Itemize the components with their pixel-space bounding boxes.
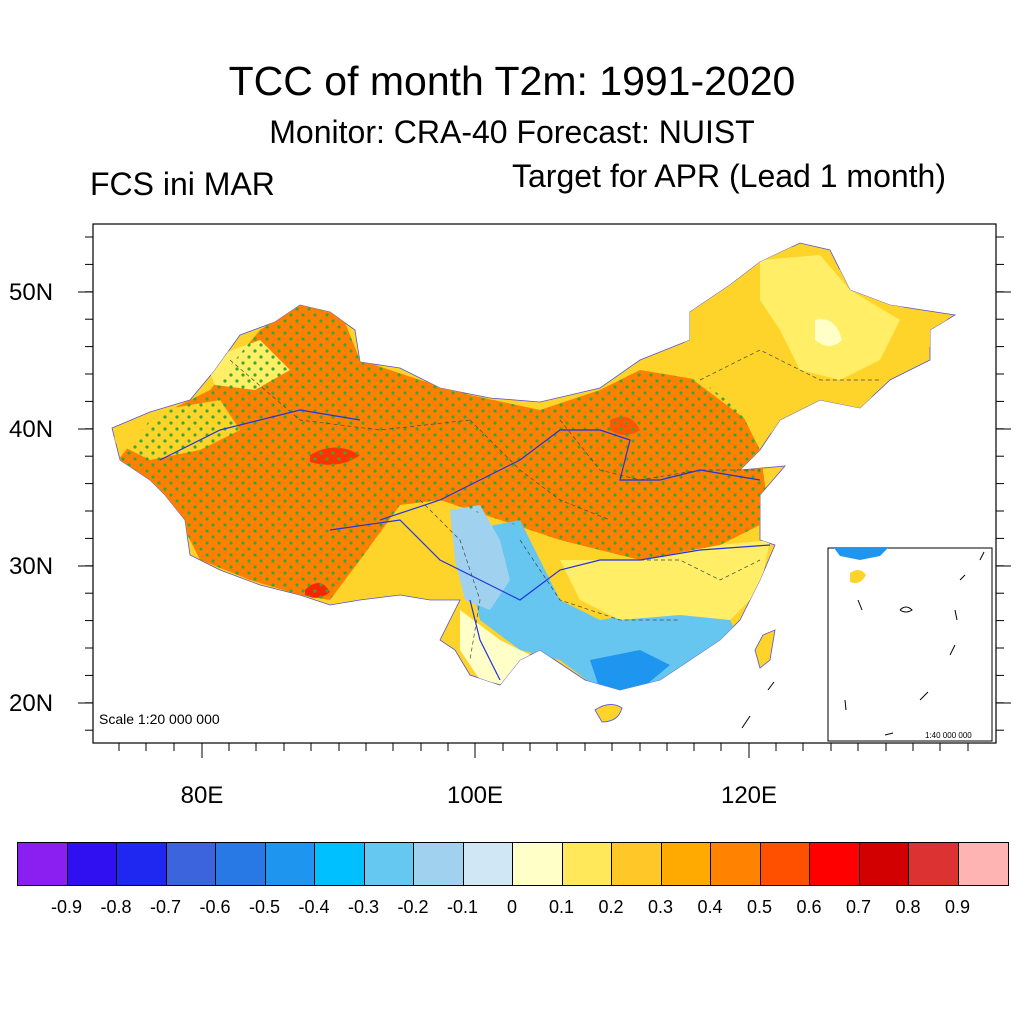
colorbar-tick-label: -0.5	[248, 897, 281, 917]
target-label: Target for APR (Lead 1 month)	[512, 158, 946, 194]
colorbar-tick-label: 0.8	[895, 897, 921, 917]
inset-hainan	[850, 569, 866, 584]
southwest-pale-negative	[450, 505, 510, 610]
colorbar	[17, 842, 1009, 886]
inset-island	[959, 574, 966, 581]
colorbar-tick-label: 0	[506, 897, 517, 917]
colorbar-tick-label: 0.9	[944, 897, 971, 917]
south-sea-dash	[741, 715, 751, 729]
colorbar-swatch	[265, 843, 315, 885]
colorbar-tick-label: 0.6	[796, 897, 822, 917]
colorbar-swatch	[909, 843, 959, 885]
lat-label-50n: 50N	[9, 279, 54, 306]
province-border	[229, 359, 471, 431]
colorbar-tick-label: 0.3	[647, 897, 674, 917]
init-label: FCS ini MAR	[90, 166, 275, 202]
map-title: TCC of month T2m: 1991-2020	[228, 58, 796, 104]
colorbar-tick-label: 0.4	[697, 897, 723, 917]
colorbar-tick-label: -0.1	[446, 897, 479, 917]
colorbar-swatch	[810, 843, 860, 885]
colorbar-swatch	[463, 843, 513, 885]
rivers	[159, 409, 771, 681]
inset-coast	[834, 548, 888, 560]
map-subtitle: Monitor: CRA-40 Forecast: NUIST	[269, 114, 755, 150]
colorbar-swatch	[18, 843, 68, 885]
colorbar-swatch	[661, 843, 711, 885]
lon-label-80e: 80E	[180, 782, 224, 809]
tarim-river	[159, 409, 361, 461]
yellow-river	[379, 429, 761, 521]
inset-island	[844, 699, 847, 711]
east-sea-dash	[767, 681, 775, 691]
colorbar-swatch	[958, 843, 1008, 885]
colorbar-tick-label: -0.2	[397, 897, 429, 917]
colorbar-tick-label: -0.7	[149, 897, 182, 917]
province-border	[419, 499, 481, 661]
inset-island	[954, 609, 958, 621]
colorbar-swatch	[414, 843, 464, 885]
southern-river	[469, 599, 501, 681]
lat-label-40n: 40N	[9, 416, 54, 443]
province-border	[640, 559, 761, 581]
colorbar-tick-label: -0.9	[50, 897, 83, 917]
province-border	[699, 349, 880, 381]
hainan	[594, 704, 623, 723]
colorbar-swatch	[859, 843, 909, 885]
colorbar-swatch	[117, 843, 167, 885]
colorbar-tick-label: -0.3	[347, 897, 380, 917]
colorbar-tick-label: 0.1	[548, 897, 575, 917]
yangtze-river	[329, 519, 771, 601]
south-coast-negative	[590, 650, 670, 690]
province-border	[519, 539, 680, 621]
inset-island	[919, 691, 929, 701]
inset-island	[884, 732, 894, 736]
colorbar-swatch	[216, 843, 266, 885]
colorbar-tick-label: -0.6	[199, 897, 231, 917]
colorbar-swatch	[364, 843, 414, 885]
lat-label-20n: 20N	[9, 690, 54, 717]
colorbar-tick-label: 0.7	[845, 897, 872, 917]
scale-label-inset: 1:40 000 000	[925, 731, 972, 740]
colorbar-swatch	[711, 843, 761, 885]
scale-label-main: Scale 1:20 000 000	[99, 711, 220, 727]
inset-islands	[844, 551, 985, 736]
significance-stipple	[112, 305, 770, 600]
colorbar-tick-label: -0.4	[298, 897, 330, 917]
southwest-negative-region	[470, 520, 740, 690]
lon-label-120e: 120E	[720, 782, 778, 809]
colorbar-tick-label: 0.2	[598, 897, 624, 917]
inset-island	[979, 551, 985, 561]
colorbar-swatch	[315, 843, 365, 885]
colorbar-swatch	[562, 843, 612, 885]
province-border	[469, 419, 611, 521]
colorbar-swatch	[67, 843, 117, 885]
inset-island	[857, 599, 863, 611]
colorbar-swatch	[612, 843, 662, 885]
inset-island	[949, 644, 956, 656]
colorbar-swatch	[513, 843, 563, 885]
northeast-light-region	[760, 255, 900, 380]
colorbar-tick-label: -0.8	[100, 897, 132, 917]
lon-label-100e: 100E	[446, 782, 504, 809]
inset-island	[899, 606, 913, 613]
northeast-pale-spot	[815, 319, 842, 346]
colorbar-tick-label: 0.5	[746, 897, 773, 917]
taiwan	[754, 629, 776, 669]
anomaly-layers	[112, 245, 950, 690]
colorbar-swatch	[166, 843, 216, 885]
lat-label-30n: 30N	[9, 553, 54, 580]
colorbar-swatch	[760, 843, 810, 885]
axis-ticks	[78, 236, 1011, 758]
